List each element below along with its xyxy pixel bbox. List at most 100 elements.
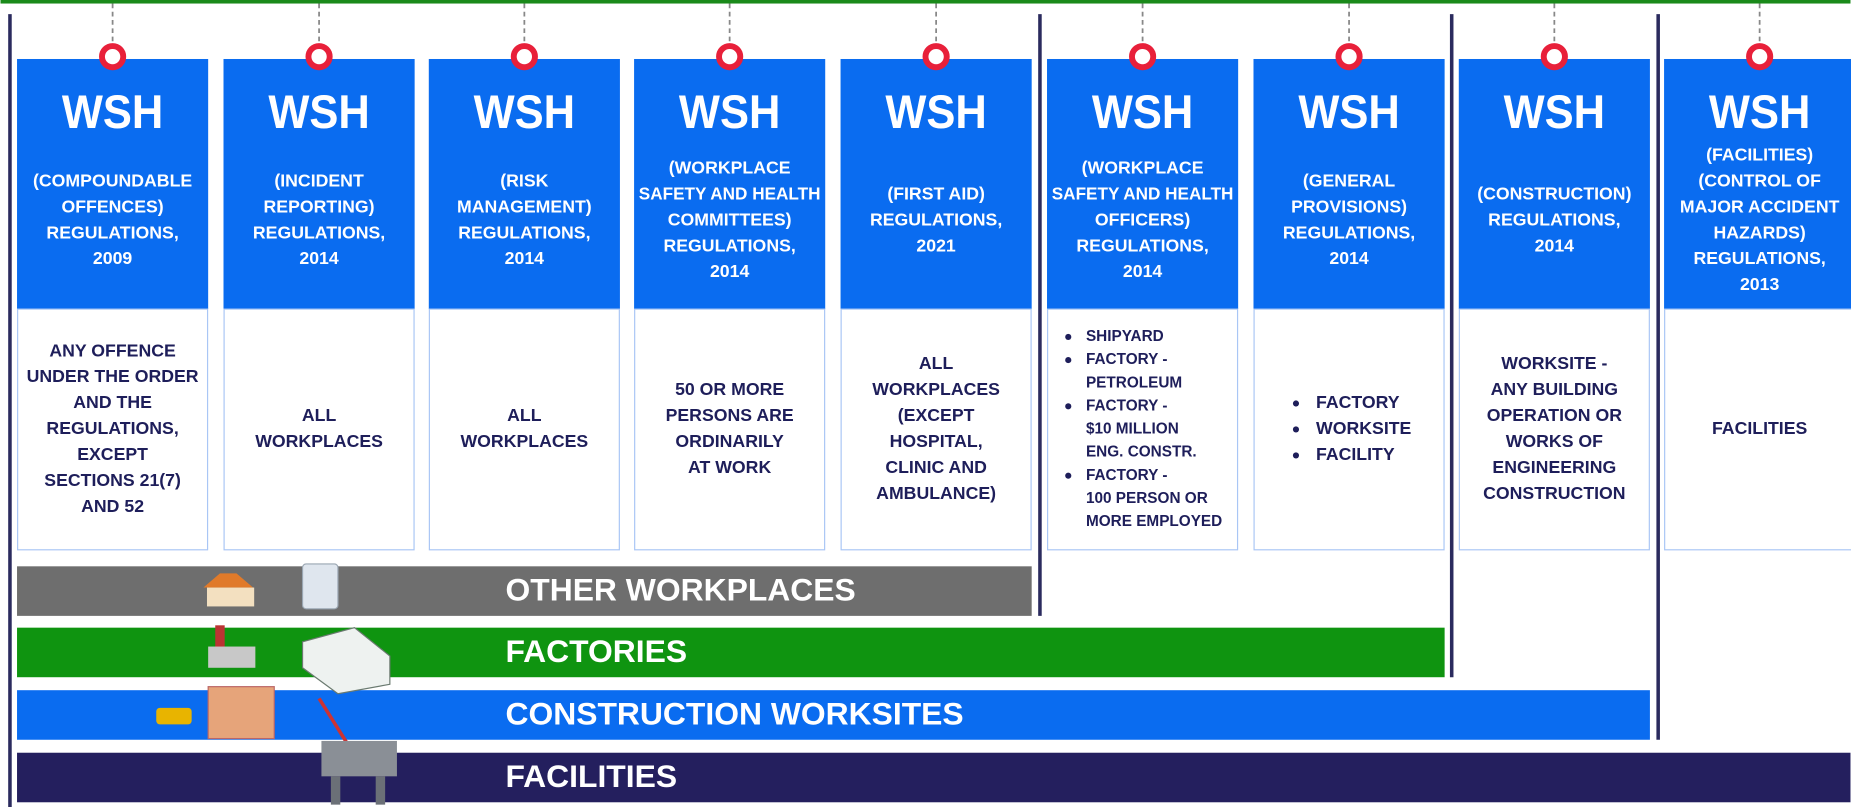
scope-text: WORKPLACES (460, 431, 588, 451)
regulation-name: 2014 (1123, 261, 1163, 281)
scope-text: REGULATIONS, (46, 418, 178, 438)
pin (716, 43, 744, 71)
pin (1129, 43, 1157, 71)
scope-text: ENGINEERING (1492, 457, 1616, 477)
scope-text: FACILITIES (1712, 418, 1808, 438)
rig-leg-icon (330, 776, 341, 805)
scope-bullet-text: SHIPYARD (1086, 328, 1164, 345)
scope-bullet-text: ENG. CONSTR. (1086, 444, 1197, 461)
rig-leg-icon (375, 776, 386, 805)
regulation-name: (RISK (500, 170, 548, 190)
regulation-name: REGULATIONS, (1283, 222, 1415, 242)
factory-building-icon (301, 627, 391, 695)
regulation-name: (COMPOUNDABLE (33, 170, 192, 190)
regulation-name: MAJOR ACCIDENT (1680, 196, 1840, 216)
regulation-name: REGULATIONS, (663, 235, 795, 255)
scope-text: CONSTRUCTION (1483, 483, 1625, 503)
header-box (1664, 58, 1851, 310)
band-label: OTHER WORKPLACES (505, 572, 855, 608)
pin (1746, 43, 1774, 71)
scope-text: AT WORK (688, 457, 771, 477)
scope-text: SECTIONS 21(7) (44, 470, 181, 490)
regulation-name: (CONSTRUCTION) (1477, 183, 1631, 203)
scope-text: OPERATION OR (1487, 405, 1623, 425)
scope-text: WORKPLACES (255, 431, 383, 451)
timeline-top (0, 0, 1851, 4)
bullet-dot (1065, 403, 1072, 410)
regulation-name: (WORKPLACE (1082, 157, 1204, 177)
regulation-name: REPORTING) (264, 196, 375, 216)
pin (99, 43, 127, 71)
header-box (1458, 58, 1650, 310)
header-box (17, 58, 209, 310)
scope-text: WORKSITE - (1501, 353, 1607, 373)
regulation-name: (GENERAL (1303, 170, 1396, 190)
scope-text: EXCEPT (77, 444, 148, 464)
bullet-dot (1292, 400, 1300, 407)
body-box (223, 308, 415, 551)
bullet-dot (1065, 472, 1072, 479)
bullet-dot (1065, 333, 1072, 341)
regulation-name: REGULATIONS, (1693, 248, 1825, 268)
header-box (1253, 58, 1445, 310)
band-label: CONSTRUCTION WORKSITES (505, 696, 963, 732)
regulation-name: 2014 (505, 248, 545, 268)
house-roof-icon (203, 573, 253, 588)
regulation-name: 2021 (916, 235, 956, 255)
body-box (17, 308, 209, 551)
regulation-name: (WORKPLACE (669, 157, 791, 177)
regulation-name: REGULATIONS, (870, 209, 1002, 229)
bullet-dot (1065, 357, 1072, 364)
regulation-name: 2013 (1740, 274, 1780, 294)
band-label: FACTORIES (505, 633, 687, 669)
building-icon (301, 563, 339, 610)
scope-text: WORKS OF (1506, 431, 1603, 451)
column-title: WSH (62, 86, 163, 139)
chimney-icon (215, 625, 225, 652)
regulation-name: MANAGEMENT) (457, 196, 592, 216)
factory-icon (208, 646, 256, 668)
column-title: WSH (1709, 86, 1810, 139)
header-box (1047, 58, 1239, 310)
body-box (1253, 308, 1445, 551)
body-box (634, 308, 826, 551)
column-title: WSH (885, 86, 986, 139)
body-box (428, 308, 620, 551)
scope-text: CLINIC AND (885, 457, 987, 477)
scope-text: WORKPLACES (872, 379, 1000, 399)
regulation-name: COMMITTEES) (668, 209, 792, 229)
regulation-name: REGULATIONS, (46, 222, 178, 242)
scope-text: AMBULANCE) (876, 483, 996, 503)
regulation-name: 2014 (1535, 235, 1575, 255)
pin (922, 43, 950, 71)
column-title: WSH (1504, 86, 1605, 139)
regulation-name: 2009 (93, 248, 133, 268)
scope-text: ALL (507, 405, 542, 425)
regulation-name: SAFETY AND HEALTH (639, 183, 821, 203)
scope-bullet-text: MORE EMPLOYED (1086, 513, 1222, 530)
rig-icon (321, 740, 397, 777)
scope-text: ORDINARILY (675, 431, 784, 451)
scope-bullet-text: FACTORY (1316, 392, 1400, 412)
scope-bullet-text: WORKSITE (1316, 418, 1412, 438)
scope-bullet-text: PETROLEUM (1086, 374, 1182, 391)
column-title: WSH (1298, 86, 1399, 139)
regulation-name: REGULATIONS, (1076, 235, 1208, 255)
regulation-name: REGULATIONS, (458, 222, 590, 242)
regulation-name: 2014 (1329, 248, 1369, 268)
regulation-name: (FACILITIES) (1706, 144, 1813, 164)
scope-text: 50 OR MORE (675, 379, 784, 399)
scope-bullet-text: FACTORY - (1086, 397, 1167, 414)
scope-text: ANY OFFENCE (49, 340, 176, 360)
band-label: FACILITIES (505, 758, 677, 794)
house-icon (206, 587, 255, 607)
regulation-name: (CONTROL OF (1698, 170, 1821, 190)
regulation-name: PROVISIONS) (1291, 196, 1407, 216)
workplace-band (17, 690, 1650, 740)
icons (156, 563, 397, 805)
regulation-name: 2014 (299, 248, 339, 268)
column-title: WSH (1092, 86, 1193, 139)
regulation-name: REGULATIONS, (1488, 209, 1620, 229)
scope-bullet-text: 100 PERSON OR (1086, 490, 1208, 507)
